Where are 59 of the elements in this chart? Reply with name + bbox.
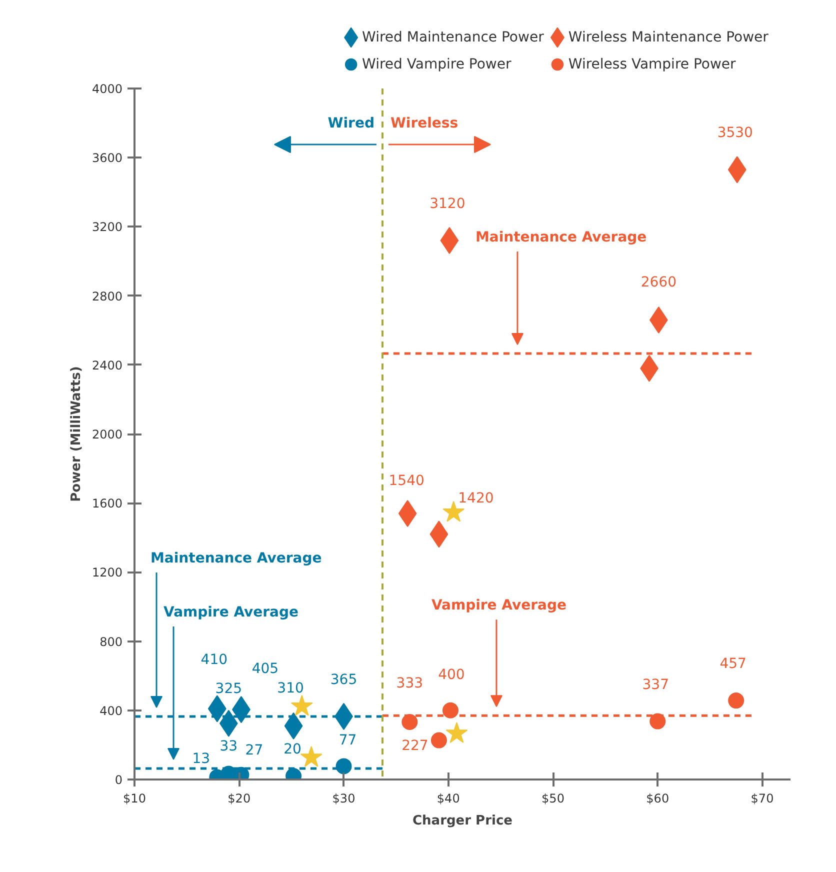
data-label: 337 [642,676,669,693]
point [402,714,418,730]
ref-line-label: Vampire Average [164,604,299,620]
annotation: Wireless [390,116,458,132]
x-tick-label: $30 [332,792,356,806]
x-tick-label: $50 [542,792,564,806]
x-tick-label: $60 [646,792,670,806]
point [442,702,458,718]
legend-label: Wireless Vampire Power [568,56,736,72]
legend-label: Wireless Maintenance Power [568,30,769,46]
data-label: 405 [252,661,279,678]
y-axis-title: Power (MilliWatts) [68,366,84,502]
legend-label: Wired Vampire Power [362,56,512,72]
x-tick-label: $40 [436,792,460,806]
x-axis-title: Charger Price [412,814,513,828]
y-tick-label: 4000 [92,82,123,96]
data-label: 310 [277,680,304,696]
ref-line-label: Vampire Average [431,598,566,614]
point [446,722,468,743]
annotation: Wired [328,116,374,132]
ref-line-label: Maintenance Average [150,550,322,566]
data-label: 410 [200,652,228,668]
data-label: 227 [402,738,428,754]
point [728,692,744,709]
data-label: 27 [245,742,264,758]
data-label: 1540 [388,472,424,489]
data-label: 13 [192,750,210,767]
y-tick-label: 2800 [92,289,123,304]
data-label: 365 [330,672,358,688]
legend-label: Wired Maintenance Power [362,30,544,46]
y-tick-label: 1200 [92,566,123,580]
x-tick-label: $20 [228,792,251,806]
data-label: 325 [215,680,242,697]
y-tick-label: 1600 [92,496,123,511]
point [290,694,313,716]
y-tick-label: 0 [114,773,123,787]
point [300,746,322,767]
x-tick-label: $70 [750,792,774,806]
data-label: 333 [396,675,424,692]
y-tick-label: 2400 [92,358,123,372]
data-label: 77 [338,732,357,749]
data-label: 400 [438,666,465,683]
data-label: 457 [720,656,746,672]
point [650,713,666,730]
data-label: 3120 [430,196,466,212]
data-label: 33 [220,738,238,754]
point [430,732,447,748]
x-tick-label: $10 [123,792,146,806]
y-tick-label: 2000 [92,428,123,442]
ref-line-label: Maintenance Average [475,230,647,246]
data-label: 3530 [717,125,753,142]
data-label: 20 [284,742,302,758]
y-tick-label: 3200 [92,220,123,234]
y-tick-label: 800 [100,634,122,649]
y-tick-label: 3600 [92,151,123,166]
point [336,758,352,774]
y-tick-label: 400 [100,704,122,718]
data-label: 2660 [640,274,676,290]
data-label: 1420 [458,490,494,507]
